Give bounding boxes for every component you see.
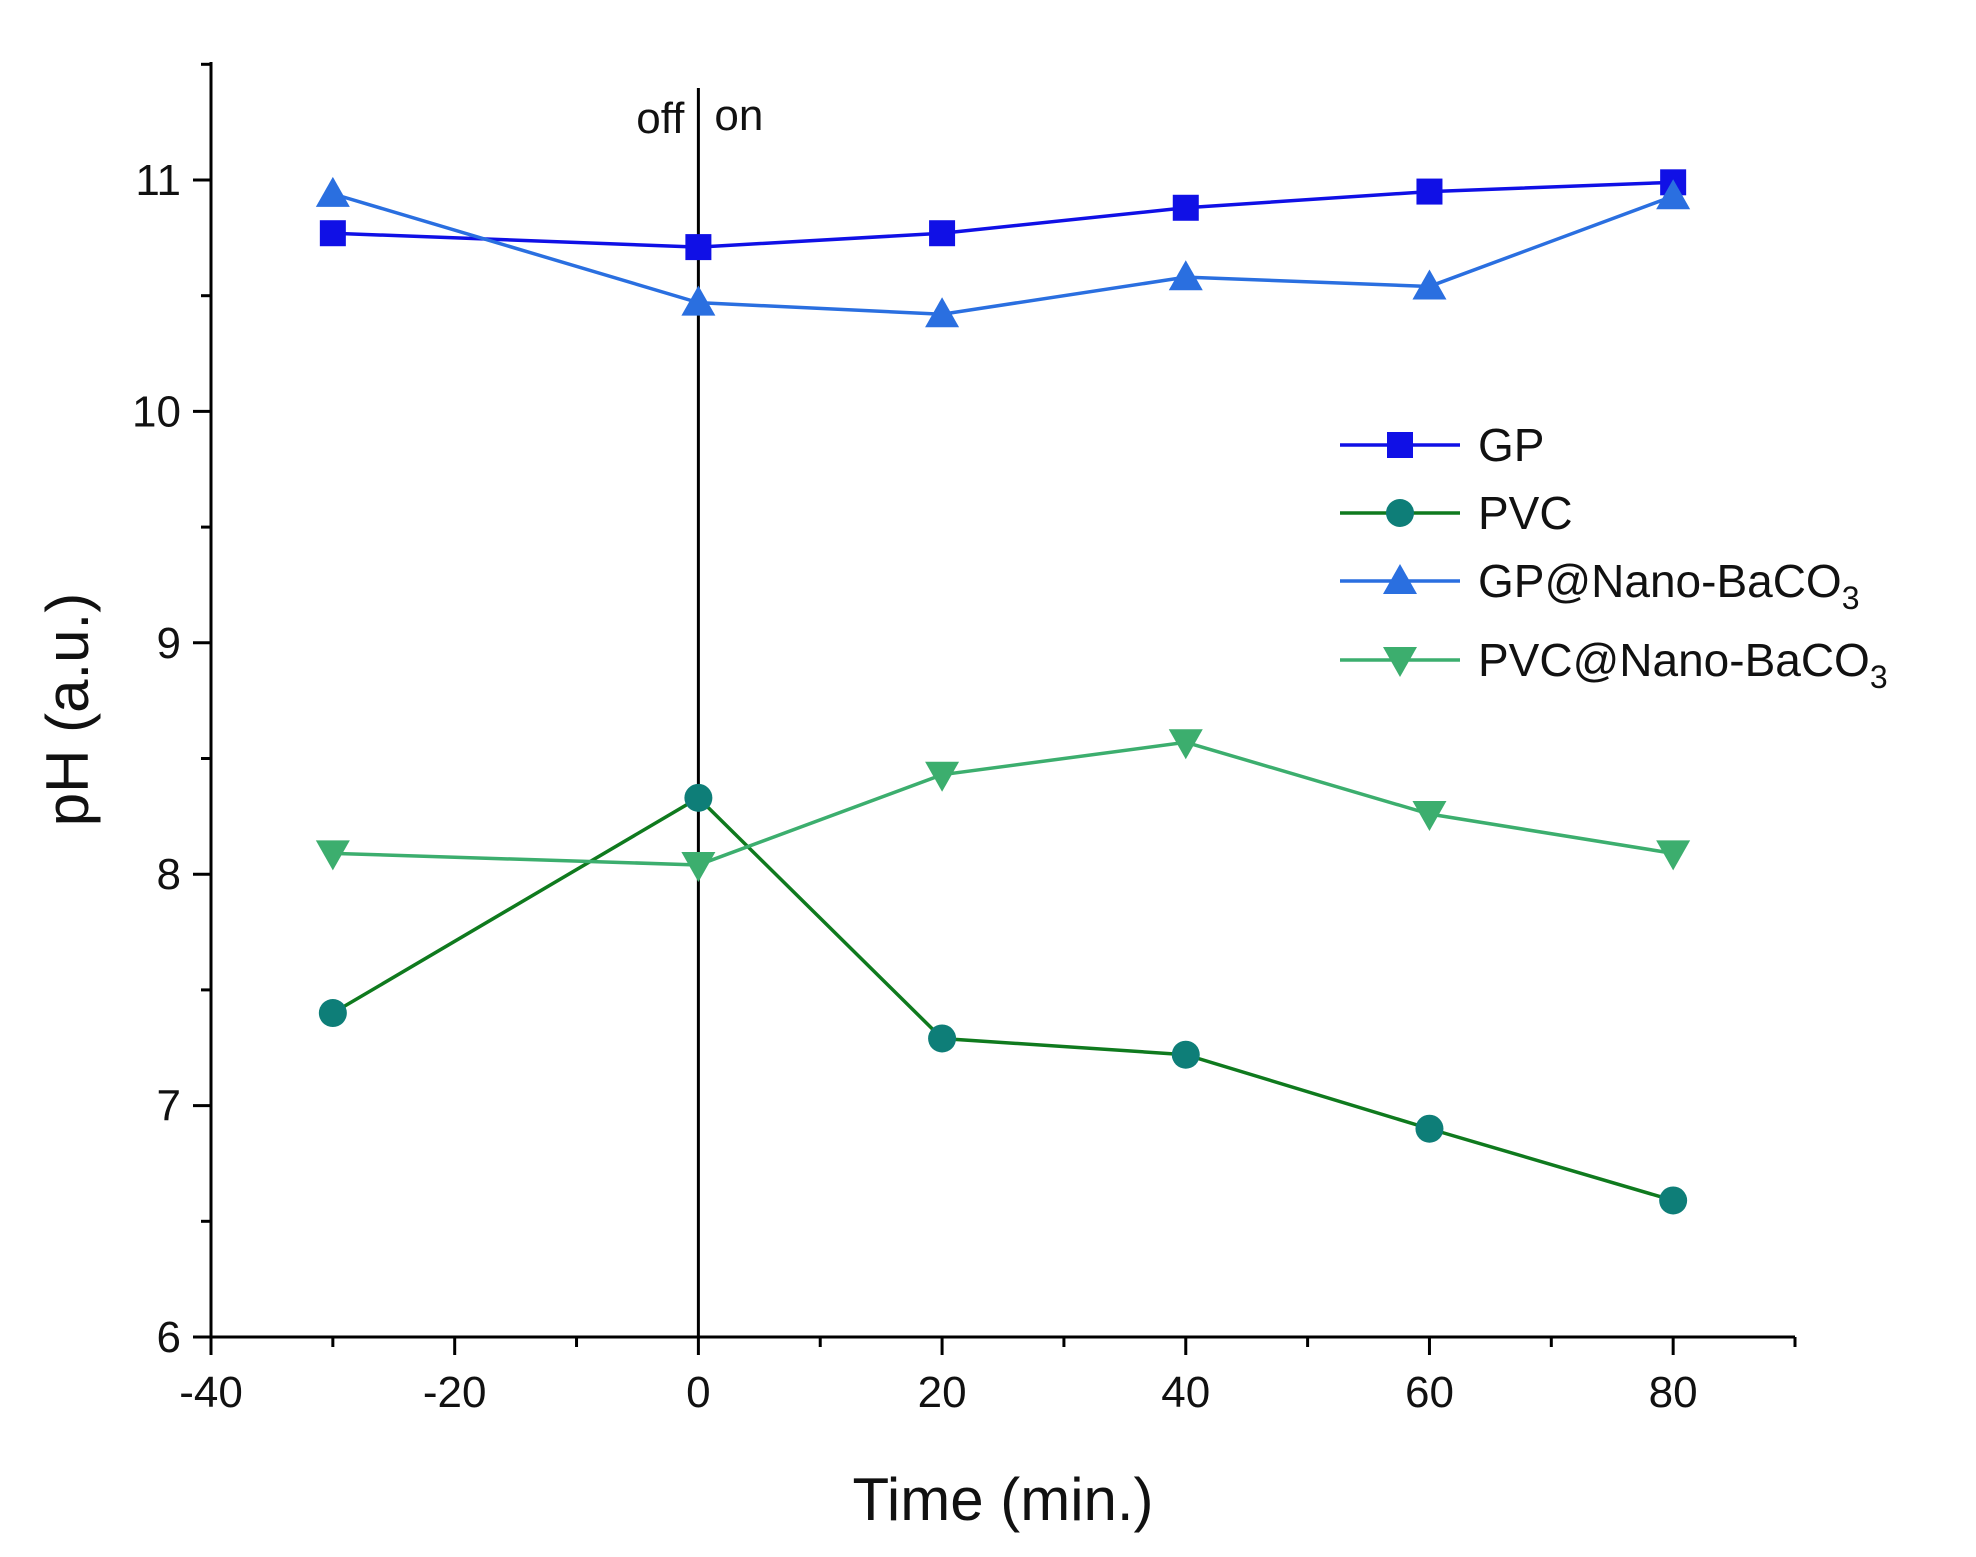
legend-marker [1386, 499, 1414, 527]
legend-marker [1383, 564, 1417, 594]
data-point [929, 220, 956, 247]
data-point [681, 851, 716, 882]
y-tick-label: 11 [135, 156, 181, 205]
legend-label: PVC@Nano-BaCO3 [1478, 634, 1888, 695]
legend-item-2: GP@Nano-BaCO3 [1340, 555, 1860, 616]
y-tick-label: 6 [157, 1313, 181, 1362]
data-point [315, 176, 350, 207]
data-point [318, 999, 347, 1028]
series-line [332, 740, 1674, 867]
series-line [332, 180, 1674, 249]
data-point [319, 220, 346, 247]
plot-area [315, 169, 1691, 1215]
axes: -40 -20 0 20 40 60 80 6 7 8 9 10 11 [132, 62, 1797, 1417]
x-tick-label: -40 [179, 1368, 243, 1417]
legend-marker [1387, 432, 1413, 458]
legend-label-subscript: 3 [1842, 580, 1860, 616]
y-tick-label: 8 [157, 850, 181, 899]
x-tick-label: 40 [1161, 1368, 1210, 1417]
data-point [1171, 1040, 1200, 1069]
series-1 [318, 783, 1688, 1215]
legend-item-0: GP [1340, 419, 1544, 471]
series-line [331, 795, 1674, 1203]
y-tick-label: 9 [157, 619, 181, 668]
data-point [1412, 269, 1447, 300]
data-point [1415, 1114, 1444, 1143]
x-tick-label: 60 [1405, 1368, 1454, 1417]
x-tick-label: -20 [423, 1368, 487, 1417]
data-point [681, 285, 716, 316]
series-line [332, 192, 1674, 316]
data-point [1659, 1186, 1688, 1215]
data-point [1172, 194, 1199, 221]
legend: GP PVC GP@Nano-BaCO3 PVC@Nano-BaCO3 [1340, 419, 1888, 695]
legend-label-subscript: 3 [1870, 659, 1888, 695]
data-point [315, 840, 350, 871]
data-point [925, 297, 960, 328]
data-point [1656, 840, 1691, 871]
data-point [685, 234, 712, 261]
series-0 [319, 169, 1687, 261]
legend-marker [1383, 647, 1417, 677]
data-point [684, 783, 713, 812]
data-point [1412, 801, 1447, 832]
on-label: on [714, 91, 763, 140]
legend-item-3: PVC@Nano-BaCO3 [1340, 634, 1888, 695]
data-point [1168, 260, 1203, 291]
data-point [1416, 178, 1443, 205]
series-3 [315, 729, 1691, 882]
x-tick-label: 80 [1649, 1368, 1698, 1417]
off-label: off [636, 94, 685, 143]
data-point [925, 761, 960, 792]
data-point [1656, 179, 1691, 210]
legend-label: GP@Nano-BaCO3 [1478, 555, 1860, 616]
legend-label: PVC [1478, 487, 1573, 539]
legend-item-1: PVC [1340, 487, 1573, 539]
y-tick-label: 7 [157, 1082, 181, 1131]
x-tick-label: 20 [918, 1368, 967, 1417]
x-axis-title: Time (min.) [852, 1466, 1153, 1533]
data-point [928, 1024, 957, 1053]
on-off-divider: off on [636, 88, 763, 1337]
series-2 [315, 176, 1691, 328]
x-tick-label: 0 [686, 1368, 710, 1417]
y-tick-label: 10 [132, 387, 181, 436]
legend-label: GP [1478, 419, 1544, 471]
data-point [1168, 729, 1203, 760]
y-axis-title: pH (a.u.) [34, 593, 101, 826]
